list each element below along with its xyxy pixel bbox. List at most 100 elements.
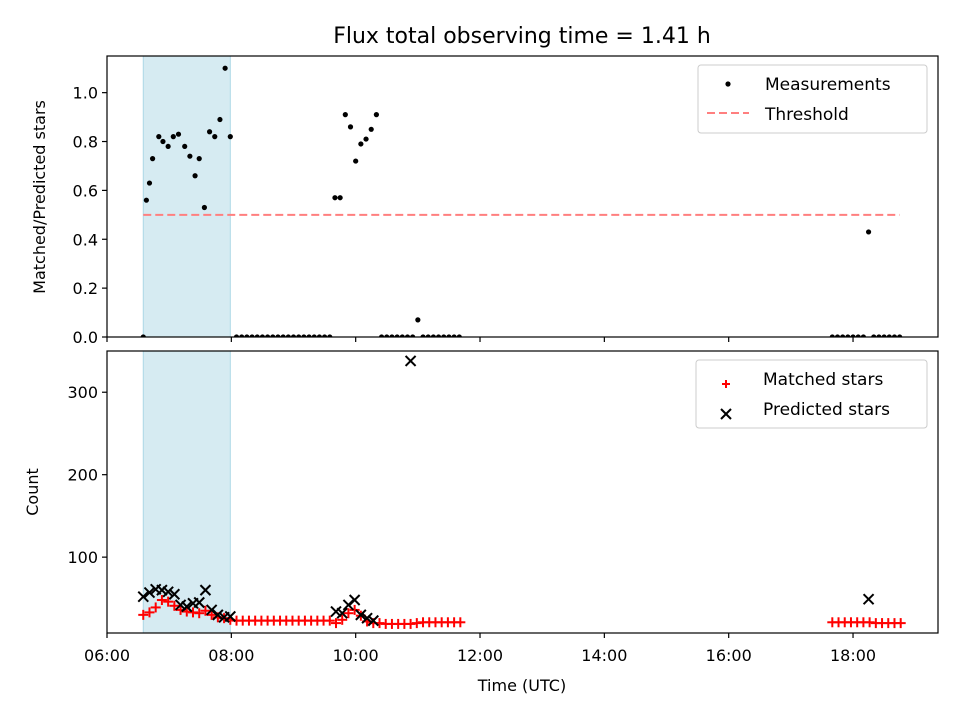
xtick-label: 16:00 bbox=[706, 646, 752, 665]
measurement-point bbox=[358, 141, 364, 147]
xtick-label: 06:00 bbox=[84, 646, 130, 665]
predicted-stars-point bbox=[224, 610, 237, 623]
matched-stars-point bbox=[343, 608, 354, 619]
predicted-stars-point bbox=[212, 609, 224, 621]
measurement-point bbox=[865, 229, 872, 235]
predicted-stars-point bbox=[336, 607, 348, 619]
measurement-point bbox=[368, 126, 374, 132]
measurement-point bbox=[239, 334, 245, 337]
measurement-point bbox=[259, 334, 266, 337]
bot-ytick-label: 300 bbox=[67, 383, 98, 402]
top-panel: 0.0 0.2 0.4 0.6 0.8 1.0 Matched/Predicted sta… bbox=[30, 55, 939, 347]
xtick-label: 14:00 bbox=[581, 646, 627, 665]
predicted-stars-point bbox=[162, 586, 174, 598]
predicted-stars-point bbox=[361, 612, 373, 624]
measurement-point bbox=[296, 334, 302, 337]
matched-stars-point bbox=[349, 604, 360, 615]
bottom-panel: 100 200 300 06:00 08:00 10:00 12:00 14:00 16:00… bbox=[23, 350, 939, 695]
measurement-point bbox=[840, 334, 846, 337]
measurement-point bbox=[146, 180, 153, 186]
measurement-point bbox=[285, 334, 291, 337]
matched-stars-point bbox=[455, 617, 466, 628]
legend-matched-label: Matched stars bbox=[763, 370, 883, 390]
predicted-stars-point bbox=[862, 593, 875, 605]
measurement-point bbox=[897, 334, 903, 337]
measurement-point bbox=[399, 334, 405, 337]
measurement-point bbox=[212, 134, 218, 140]
matched-stars-point bbox=[144, 607, 155, 618]
measurement-point bbox=[389, 334, 395, 337]
measurement-point bbox=[342, 112, 348, 118]
matched-stars-point bbox=[138, 609, 149, 620]
bottom-x-ticks: 06:00 08:00 10:00 12:00 14:00 16:00 18:00 bbox=[84, 633, 876, 665]
top-x-ticks bbox=[106, 337, 854, 342]
measurement-point bbox=[290, 334, 297, 337]
measurement-point bbox=[394, 334, 400, 337]
top-ytick-label: 0.8 bbox=[73, 133, 98, 152]
legend-measurements-label: Measurements bbox=[765, 75, 891, 95]
measurement-point bbox=[270, 334, 276, 337]
matched-stars-point bbox=[200, 605, 211, 616]
measurement-point bbox=[156, 134, 162, 140]
top-legend-box bbox=[697, 64, 928, 134]
legend-threshold-label: Threshold bbox=[764, 105, 849, 125]
measurement-point bbox=[165, 143, 171, 150]
measurement-point bbox=[182, 143, 188, 150]
measurement-point bbox=[265, 334, 271, 337]
measurement-point bbox=[435, 334, 442, 337]
matched-stars-point bbox=[324, 615, 335, 626]
measurement-point bbox=[175, 131, 182, 137]
predicted-stars-point bbox=[181, 600, 193, 613]
bot-ytick-label: 200 bbox=[67, 466, 98, 485]
xtick-label: 08:00 bbox=[208, 646, 254, 665]
measurement-point bbox=[244, 334, 250, 337]
matched-stars-point bbox=[206, 609, 217, 620]
measurement-point bbox=[855, 334, 861, 337]
measurement-point bbox=[860, 334, 866, 337]
matched-stars-point bbox=[337, 614, 348, 625]
top-data-layer bbox=[140, 65, 903, 337]
legend-matched-marker bbox=[722, 380, 730, 388]
measurement-point bbox=[384, 334, 390, 337]
top-axes-frame bbox=[106, 55, 939, 338]
measurement-point bbox=[850, 334, 856, 337]
measurement-point bbox=[201, 204, 207, 211]
measurement-point bbox=[347, 124, 354, 130]
measurement-point bbox=[187, 153, 193, 159]
measurement-point bbox=[306, 334, 312, 337]
top-legend: Measurements Threshold bbox=[697, 64, 928, 134]
top-y-ticks: 0.0 0.2 0.4 0.6 0.8 1.0 bbox=[73, 84, 107, 347]
measurement-point bbox=[275, 334, 281, 337]
predicted-stars-point bbox=[143, 586, 156, 599]
measurement-point bbox=[217, 116, 223, 123]
predicted-stars-point bbox=[348, 594, 361, 606]
measurement-point bbox=[321, 334, 328, 337]
top-shaded-region bbox=[142, 55, 231, 338]
legend-predicted-marker bbox=[720, 408, 732, 420]
predicted-stars-point bbox=[199, 584, 212, 596]
measurement-point bbox=[363, 136, 369, 142]
measurement-point bbox=[871, 334, 877, 337]
matched-stars-point bbox=[194, 608, 205, 619]
measurement-point bbox=[249, 334, 255, 337]
measurement-point bbox=[170, 134, 176, 140]
xtick-label: 18:00 bbox=[830, 646, 876, 665]
measurement-point bbox=[876, 334, 882, 337]
top-ytick-label: 0.2 bbox=[73, 279, 98, 298]
measurement-point bbox=[446, 334, 452, 337]
measurement-point bbox=[378, 334, 385, 337]
top-ytick-label: 1.0 bbox=[73, 84, 98, 103]
measurement-point bbox=[222, 65, 228, 71]
measurement-point bbox=[140, 334, 146, 337]
measurement-point bbox=[227, 134, 233, 140]
legend-predicted-label: Predicted stars bbox=[763, 400, 890, 420]
matched-stars-point bbox=[330, 618, 341, 629]
bottom-y-ticks: 100 200 300 bbox=[67, 383, 107, 567]
measurement-point bbox=[149, 156, 156, 162]
matched-stars-point bbox=[156, 595, 167, 606]
measurement-point bbox=[845, 334, 851, 337]
bottom-legend: Matched stars Predicted stars bbox=[695, 359, 928, 429]
chart-title: Flux total observing time = 1.41 h bbox=[333, 24, 711, 49]
top-ytick-label: 0.4 bbox=[73, 230, 98, 249]
